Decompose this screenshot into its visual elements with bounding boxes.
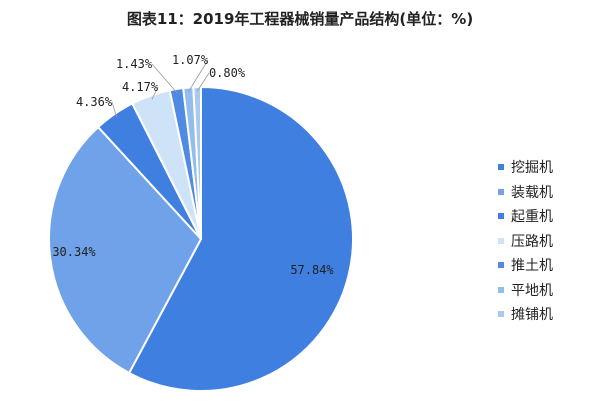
data-label-6: 1.07% xyxy=(172,53,209,67)
legend-label: 装载机 xyxy=(511,184,553,201)
legend-swatch xyxy=(498,213,504,220)
legend-label: 推土机 xyxy=(511,258,553,275)
legend-label: 压路机 xyxy=(511,233,553,250)
leader-line-3 xyxy=(111,101,118,118)
leader-lines xyxy=(111,59,210,118)
pie-slice-2 xyxy=(48,125,203,375)
legend-item-3: 起重机 xyxy=(498,204,553,229)
leader-line-7 xyxy=(196,72,210,92)
data-label-2: 30.34% xyxy=(52,245,96,259)
pie-slice-7 xyxy=(192,85,202,240)
leader-line-5 xyxy=(151,63,178,94)
leader-line-4 xyxy=(151,86,159,100)
legend-label: 挖掘机 xyxy=(511,160,553,177)
data-label-3: 4.36% xyxy=(76,95,113,109)
leader-line-6 xyxy=(188,59,209,92)
legend-item-5: 推土机 xyxy=(498,253,553,278)
data-label-5: 1.43% xyxy=(116,57,153,71)
legend-item-7: 摊铺机 xyxy=(498,302,553,327)
legend-item-6: 平地机 xyxy=(498,278,553,303)
legend-label: 摊铺机 xyxy=(511,307,553,324)
data-label-4: 4.17% xyxy=(122,80,159,94)
data-labels: 57.84% 30.34% 4.36% 4.17% 1.43% 1.07%0.80% xyxy=(52,53,334,277)
legend-swatch xyxy=(498,311,504,318)
legend-item-4: 压路机 xyxy=(498,229,553,254)
chart-title: 图表11：2019年工程器械销量产品结构(单位：%) xyxy=(126,10,474,28)
data-label-1: 57.84% xyxy=(290,263,334,277)
legend-label: 起重机 xyxy=(511,209,553,226)
legend-swatch xyxy=(498,188,504,195)
legend-swatch xyxy=(498,262,504,269)
data-label-7: 0.80% xyxy=(209,66,246,80)
legend-swatch xyxy=(498,237,504,244)
legend-item-2: 装载机 xyxy=(498,180,553,205)
legend-label: 平地机 xyxy=(511,282,553,299)
pie-slices xyxy=(48,85,354,392)
legend: 挖掘机装载机起重机压路机推土机平地机摊铺机 xyxy=(498,155,553,327)
pie-slice-1 xyxy=(127,85,354,392)
legend-swatch xyxy=(498,286,504,293)
legend-item-1: 挖掘机 xyxy=(498,155,553,180)
legend-swatch xyxy=(498,164,504,171)
